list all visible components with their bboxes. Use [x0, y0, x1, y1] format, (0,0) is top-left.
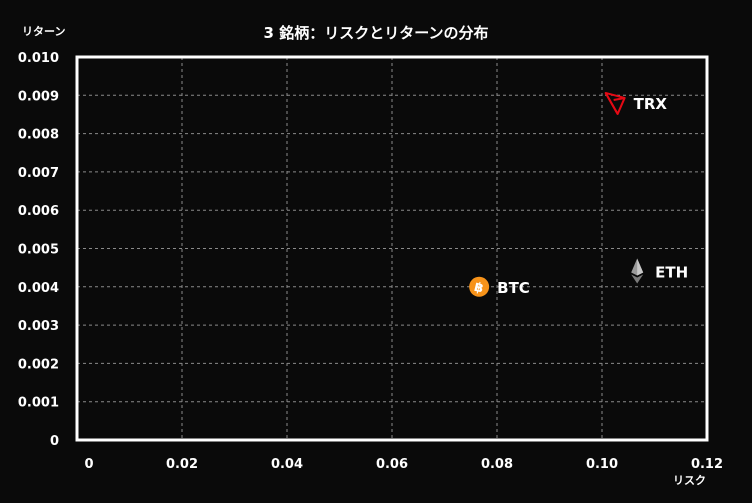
x-tick-label: 0.08 [481, 457, 513, 472]
y-tick-label: 0.003 [18, 319, 59, 334]
x-axis-label: リスク [673, 474, 706, 487]
point-label: ETH [655, 263, 688, 281]
ethereum-icon [631, 258, 644, 284]
x-tick-label: 0.04 [271, 457, 303, 472]
bitcoin-icon: ฿ [469, 276, 490, 297]
x-tick-label: 0.10 [586, 457, 618, 472]
x-tick-label: 0.06 [376, 457, 408, 472]
y-tick-label: 0.002 [18, 357, 59, 372]
x-tick-label: 0.02 [166, 457, 198, 472]
data-points: ฿ BTC ETH TRX [469, 91, 688, 297]
data-point-btc: ฿ BTC [469, 276, 530, 297]
plot-frame [75, 55, 709, 442]
y-axis-label: リターン [22, 25, 65, 38]
y-tick-label: 0.008 [18, 128, 59, 143]
point-label: BTC [497, 279, 530, 297]
y-tick-labels: 0 0.001 0.002 0.003 0.004 0.005 0.006 0.007 0.00… [18, 51, 59, 449]
data-point-trx: TRX [604, 91, 668, 115]
y-tick-label: 0.005 [18, 243, 59, 258]
y-tick-label: 0.006 [18, 204, 59, 219]
y-tick-label: 0.001 [18, 396, 59, 411]
data-point-eth: ETH [631, 258, 688, 284]
x-tick-labels: 0 0.02 0.04 0.06 0.08 0.10 0.12 [84, 457, 723, 472]
y-tick-label: 0.007 [18, 166, 59, 181]
tron-icon [604, 91, 626, 115]
chart-title: 3 銘柄：リスクとリターンの分布 [264, 24, 489, 42]
point-label: TRX [634, 95, 668, 113]
x-tick-label: 0 [84, 457, 93, 472]
grid-lines [77, 57, 707, 440]
y-tick-label: 0.010 [18, 51, 59, 66]
y-tick-label: 0 [50, 434, 59, 449]
y-tick-label: 0.009 [18, 89, 59, 104]
y-tick-label: 0.004 [18, 281, 59, 296]
x-tick-label: 0.12 [691, 457, 723, 472]
svg-text:฿: ฿ [473, 280, 485, 297]
